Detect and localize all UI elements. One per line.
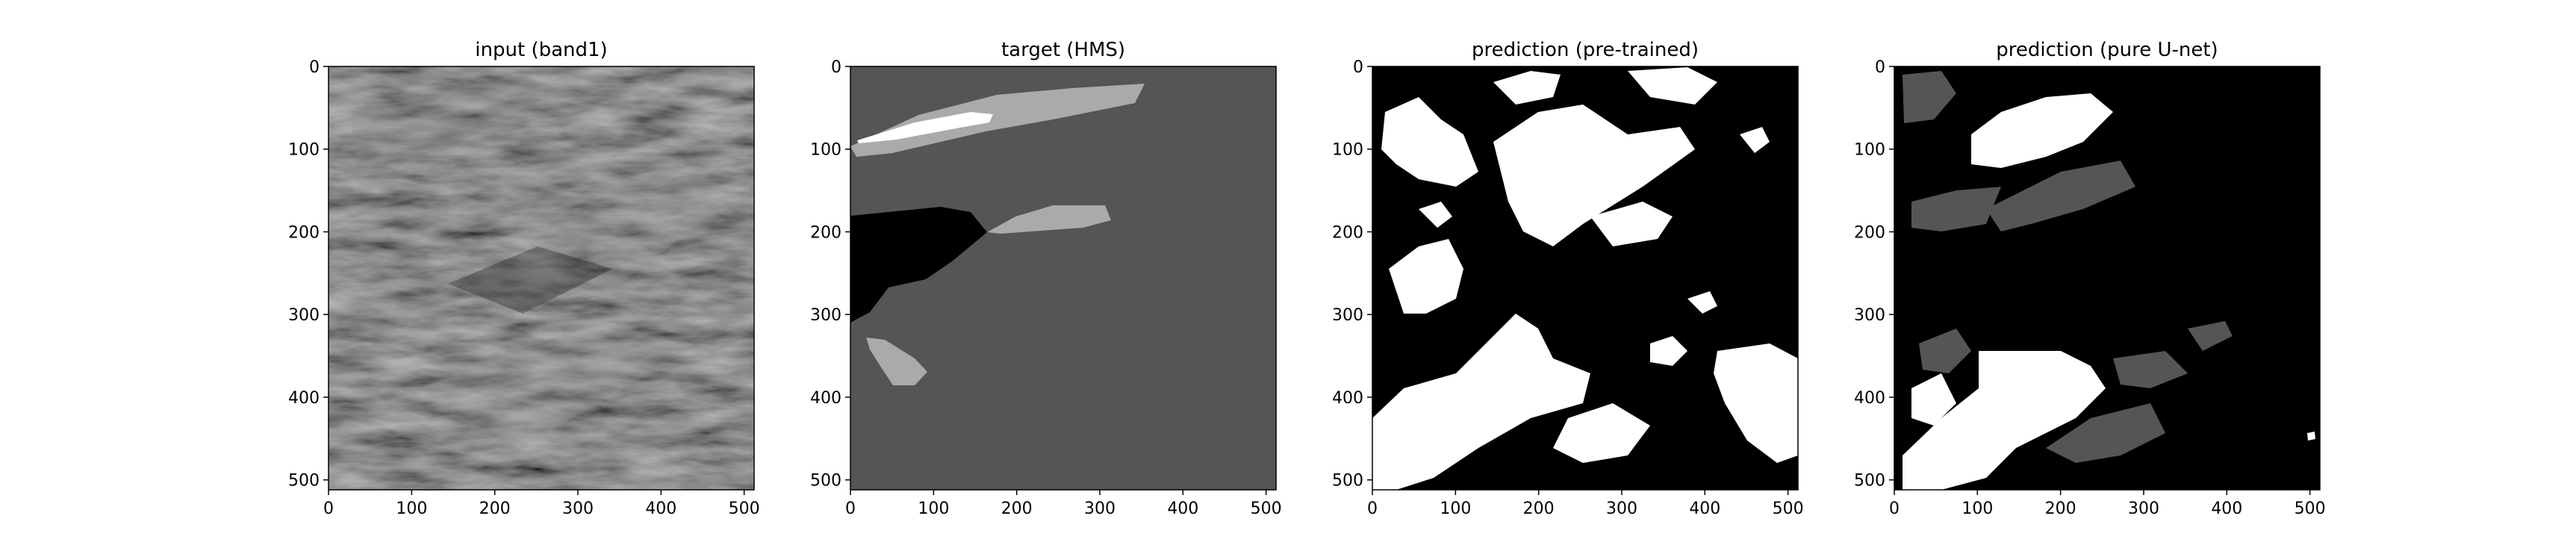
x-tick-label: 100 — [918, 500, 949, 518]
x-tick-label: 100 — [1440, 500, 1471, 518]
y-tick-label: 100 — [288, 141, 320, 160]
y-tick-label: 100 — [1332, 141, 1363, 160]
x-tick-label: 500 — [2295, 500, 2326, 518]
y-tick-label: 0 — [1353, 58, 1363, 77]
smoke-region-light-3 — [866, 337, 927, 385]
x-tick-label: 0 — [1889, 500, 1900, 518]
y-tick-label: 300 — [810, 306, 841, 325]
panel-3-image — [1372, 66, 1798, 490]
panel-3-title: prediction (pre-trained) — [1471, 39, 1699, 61]
smoke-region-light-2 — [987, 205, 1111, 234]
x-tick-label: 0 — [323, 500, 334, 518]
y-tick-label: 200 — [810, 223, 841, 242]
y-tick-label: 500 — [1332, 472, 1363, 491]
y-tick-label: 400 — [1332, 389, 1363, 408]
y-tick-label: 200 — [1332, 223, 1363, 242]
x-tick-label: 200 — [1523, 500, 1555, 518]
y-tick-label: 200 — [288, 223, 320, 242]
y-tick-label: 500 — [1854, 472, 1885, 491]
x-tick-label: 200 — [2045, 500, 2076, 518]
panel-1-frame — [328, 66, 755, 491]
y-tick-label: 500 — [810, 472, 841, 491]
smoke-region-white — [857, 112, 993, 143]
x-tick-label: 400 — [1689, 500, 1720, 518]
y-tick-label: 300 — [288, 306, 320, 325]
panel-2-frame — [850, 66, 1277, 491]
y-tick-label: 100 — [1854, 141, 1885, 160]
y-tick-label: 0 — [831, 58, 841, 77]
x-tick-label: 0 — [845, 500, 856, 518]
panel-1-image — [329, 66, 754, 490]
y-tick-label: 300 — [1332, 306, 1363, 325]
x-tick-label: 0 — [1367, 500, 1378, 518]
x-tick-label: 100 — [396, 500, 427, 518]
panel-4-title: prediction (pure U-net) — [1996, 39, 2218, 61]
x-tick-label: 400 — [645, 500, 676, 518]
panel-1-title: input (band1) — [475, 39, 608, 61]
x-tick-label: 300 — [562, 500, 594, 518]
x-tick-label: 300 — [1084, 500, 1116, 518]
y-tick-label: 200 — [1854, 223, 1885, 242]
y-tick-label: 400 — [1854, 389, 1885, 408]
x-tick-label: 500 — [1773, 500, 1804, 518]
smoke-region-light — [850, 84, 1145, 157]
x-tick-label: 100 — [1961, 500, 1993, 518]
x-tick-label: 300 — [2128, 500, 2159, 518]
y-tick-label: 400 — [810, 389, 841, 408]
panel-4-frame — [1894, 66, 2321, 491]
y-tick-label: 0 — [309, 58, 320, 77]
x-tick-label: 400 — [2211, 500, 2242, 518]
y-tick-label: 100 — [810, 141, 841, 160]
panel-2-image — [850, 66, 1276, 490]
x-tick-label: 500 — [1251, 500, 1282, 518]
x-tick-label: 200 — [479, 500, 511, 518]
panel-2-title: target (HMS) — [1001, 39, 1126, 61]
x-tick-label: 500 — [729, 500, 760, 518]
y-tick-label: 500 — [288, 472, 320, 491]
panel-4-image — [1894, 66, 2320, 490]
y-tick-label: 400 — [288, 389, 320, 408]
x-tick-label: 300 — [1606, 500, 1637, 518]
smoke-region-dark — [850, 207, 987, 323]
x-tick-label: 400 — [1167, 500, 1198, 518]
panel-3-frame — [1372, 66, 1799, 491]
x-tick-label: 200 — [1001, 500, 1033, 518]
y-tick-label: 0 — [1875, 58, 1885, 77]
y-tick-label: 300 — [1854, 306, 1885, 325]
